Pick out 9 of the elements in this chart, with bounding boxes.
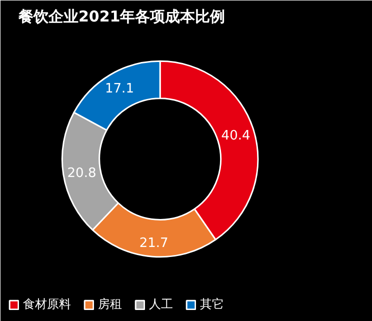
legend-label: 房租 — [98, 296, 122, 313]
legend-label: 食材原料 — [23, 296, 71, 313]
legend-label: 人工 — [149, 296, 173, 313]
data-label: 21.7 — [139, 236, 168, 252]
data-label: 17.1 — [105, 81, 134, 96]
legend-label: 其它 — [200, 296, 224, 313]
chart-title: 餐饮企业2021年各项成本比例 — [18, 8, 226, 26]
data-label: 20.8 — [67, 166, 96, 182]
data-label: 40.4 — [221, 128, 250, 144]
